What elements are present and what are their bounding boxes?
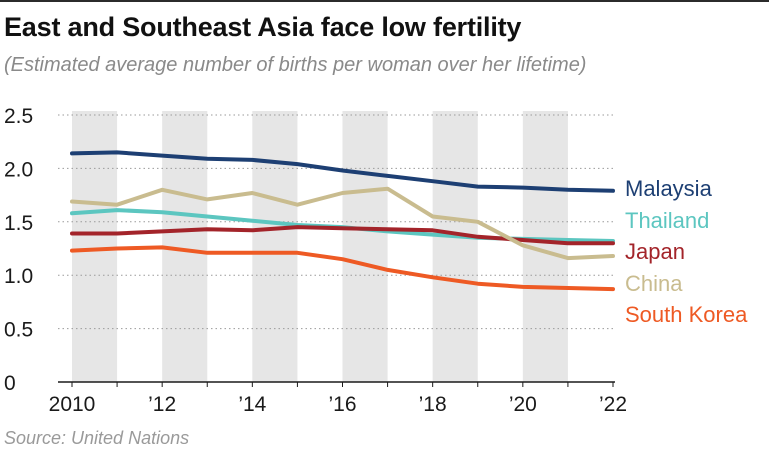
legend: Malaysia Thailand Japan China South Korea: [625, 176, 748, 327]
series-line-malaysia: [70, 150, 615, 193]
x-axis: 2010 ’12 ’14 ’16 ’18 ’20 ’22: [49, 381, 627, 416]
chart-subtitle: (Estimated average number of births per …: [4, 54, 587, 76]
x-tick-label: ’16: [328, 393, 356, 416]
y-tick-label: 2.0: [4, 158, 33, 181]
year-band-2010: [72, 111, 118, 382]
legend-label-thailand: Thailand: [625, 208, 709, 233]
series-line-south-korea: [70, 245, 615, 292]
legend-label-china: China: [625, 271, 683, 296]
y-tick-label: 1.0: [4, 265, 33, 288]
year-bands: [72, 111, 568, 382]
chart-title: East and Southeast Asia face low fertili…: [4, 12, 522, 42]
x-tick-label: ’22: [599, 393, 627, 416]
legend-label-malaysia: Malaysia: [625, 176, 713, 201]
legend-label-japan: Japan: [625, 239, 685, 264]
y-tick-label: 0: [4, 372, 16, 395]
series-lines: [70, 150, 615, 292]
x-tick-label: ’18: [419, 393, 447, 416]
source-note: Source: United Nations: [4, 428, 190, 448]
y-tick-label: 2.5: [4, 105, 33, 128]
x-tick-label: ’12: [148, 393, 176, 416]
y-tick-label: 1.5: [4, 212, 33, 235]
year-band-2018: [432, 111, 478, 382]
series-line-japan: [70, 225, 615, 246]
x-tick-label: ’20: [509, 393, 537, 416]
y-tick-label: 0.5: [4, 319, 33, 342]
x-tick-label: ’14: [238, 393, 266, 416]
year-band-2014: [252, 111, 298, 382]
y-axis-ticks: 0 0.5 1.0 1.5 2.0 2.5: [4, 105, 33, 395]
series-line-china: [70, 186, 615, 261]
year-band-2016: [342, 111, 388, 382]
x-tick-label: 2010: [49, 393, 96, 416]
legend-label-south-korea: South Korea: [625, 302, 748, 327]
top-rule: [0, 0, 769, 2]
